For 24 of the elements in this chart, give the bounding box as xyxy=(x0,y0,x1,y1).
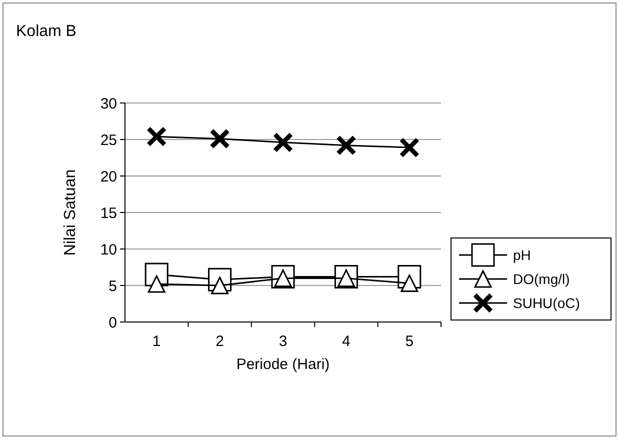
y-tick-label: 15 xyxy=(100,204,117,222)
x-tick-label: 2 xyxy=(216,333,224,350)
y-tick-label: 0 xyxy=(108,314,117,332)
point xyxy=(148,275,166,293)
y-tick-label: 25 xyxy=(100,132,117,149)
x-tick-label: 1 xyxy=(152,333,161,350)
y-tick-label: 10 xyxy=(100,241,117,258)
y-tick-label: 20 xyxy=(100,168,117,186)
x-tick-label: 5 xyxy=(405,333,414,350)
x-tick-label: 4 xyxy=(342,333,350,350)
point xyxy=(399,137,420,158)
y-axis-title: Nilai Satuan xyxy=(62,169,79,256)
legend-label: DO(mg/l) xyxy=(513,270,570,287)
point xyxy=(146,126,167,147)
x-axis-title: Periode (Hari) xyxy=(236,356,330,373)
point xyxy=(210,128,230,150)
y-tick-label: 5 xyxy=(108,278,117,295)
point xyxy=(272,132,294,153)
legend-label: pH xyxy=(513,246,531,263)
x-tick-label: 3 xyxy=(278,333,288,350)
legend-label: SUHU(oC) xyxy=(513,294,580,311)
y-tick-label: 30 xyxy=(100,95,117,112)
point xyxy=(336,135,356,156)
chart-title: Kolam B xyxy=(16,23,76,40)
